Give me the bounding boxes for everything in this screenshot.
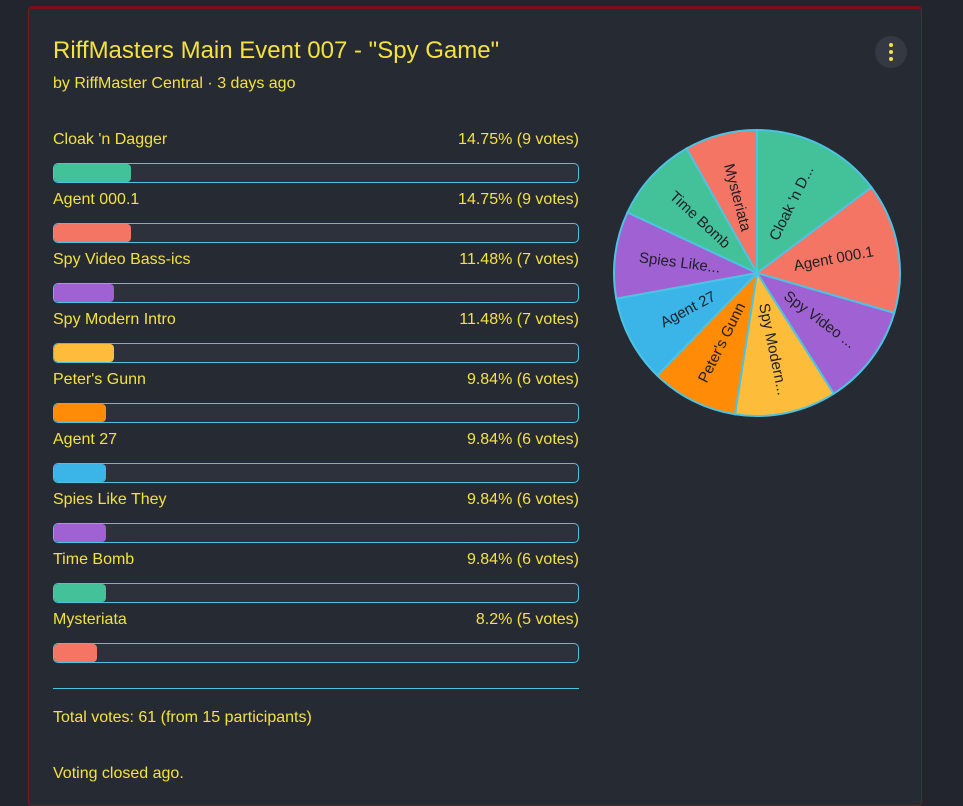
voting-status: Voting closed ago.: [53, 765, 184, 782]
option-label: Peter's Gunn: [53, 371, 146, 388]
option-bar-fill: [54, 644, 97, 662]
option-result: 14.75% (9 votes): [458, 131, 579, 148]
more-vertical-icon: [889, 43, 893, 47]
pie-slice: [613, 211, 761, 300]
total-votes: Total votes: 61 (from 15 participants): [53, 709, 312, 726]
poll-option: Peter's Gunn 9.84% (6 votes): [53, 369, 579, 423]
poll-option: Agent 27 9.84% (6 votes): [53, 429, 579, 483]
option-bar[interactable]: [53, 163, 579, 183]
option-label: Time Bomb: [53, 551, 135, 568]
option-bar[interactable]: [53, 583, 579, 603]
option-label: Spies Like They: [53, 491, 167, 508]
poll-option: Spies Like They 9.84% (6 votes): [53, 489, 579, 543]
option-result: 14.75% (9 votes): [458, 191, 579, 208]
option-bar-fill: [54, 464, 106, 482]
option-label: Agent 27: [53, 431, 118, 448]
more-options-button[interactable]: [875, 36, 907, 68]
option-label: Agent 000.1: [53, 191, 140, 208]
option-label: Spy Video Bass-ics: [53, 251, 191, 268]
poll-title: RiffMasters Main Event 007 - "Spy Game": [53, 37, 500, 64]
option-label: Mysteriata: [53, 611, 127, 628]
option-result: 9.84% (6 votes): [466, 431, 579, 448]
more-vertical-icon-dot: [889, 57, 893, 61]
poll-card: RiffMasters Main Event 007 - "Spy Game" …: [28, 6, 922, 806]
option-bar[interactable]: [53, 403, 579, 423]
option-bar-fill: [54, 404, 106, 422]
option-bar-fill: [54, 224, 132, 242]
pie-slice: [733, 270, 836, 417]
pie-slice: [756, 128, 873, 276]
poll-option: Spy Modern Intro 11.48% (7 votes): [53, 309, 579, 363]
option-result: 9.84% (6 votes): [466, 491, 579, 508]
option-bar[interactable]: [53, 463, 579, 483]
option-bar-fill: [54, 524, 106, 542]
more-vertical-icon-dot: [889, 50, 893, 54]
option-bar-fill: [54, 164, 132, 182]
option-bar[interactable]: [53, 283, 579, 303]
option-result: 9.84% (6 votes): [466, 371, 579, 388]
option-bar[interactable]: [53, 523, 579, 543]
option-bar-fill: [54, 344, 115, 362]
poll-option: Time Bomb 9.84% (6 votes): [53, 549, 579, 603]
pie-slice: [754, 271, 896, 396]
poll-option: Agent 000.1 14.75% (9 votes): [53, 189, 579, 243]
option-result: 11.48% (7 votes): [459, 311, 579, 328]
option-label: Cloak 'n Dagger: [53, 131, 168, 148]
poll-byline: by RiffMaster Central · 3 days ago: [53, 75, 296, 92]
option-bar-fill: [54, 284, 115, 302]
pie-slice: [685, 128, 758, 277]
pie-slice: [754, 185, 901, 315]
option-bar[interactable]: [53, 343, 579, 363]
divider: [53, 688, 579, 689]
option-result: 9.84% (6 votes): [466, 551, 579, 568]
poll-option: Spy Video Bass-ics 11.48% (7 votes): [53, 249, 579, 303]
pie-slice: [626, 147, 760, 276]
option-result: 11.48% (7 votes): [459, 251, 579, 268]
option-bar-fill: [54, 584, 106, 602]
poll-option: Cloak 'n Dagger 14.75% (9 votes): [53, 129, 579, 183]
option-bar[interactable]: [53, 223, 579, 243]
pie-slice: [655, 270, 759, 416]
option-result: 8.2% (5 votes): [475, 611, 579, 628]
option-bar[interactable]: [53, 643, 579, 663]
pie-slice: [615, 271, 760, 377]
option-label: Spy Modern Intro: [53, 311, 176, 328]
poll-option: Mysteriata 8.2% (5 votes): [53, 609, 579, 663]
